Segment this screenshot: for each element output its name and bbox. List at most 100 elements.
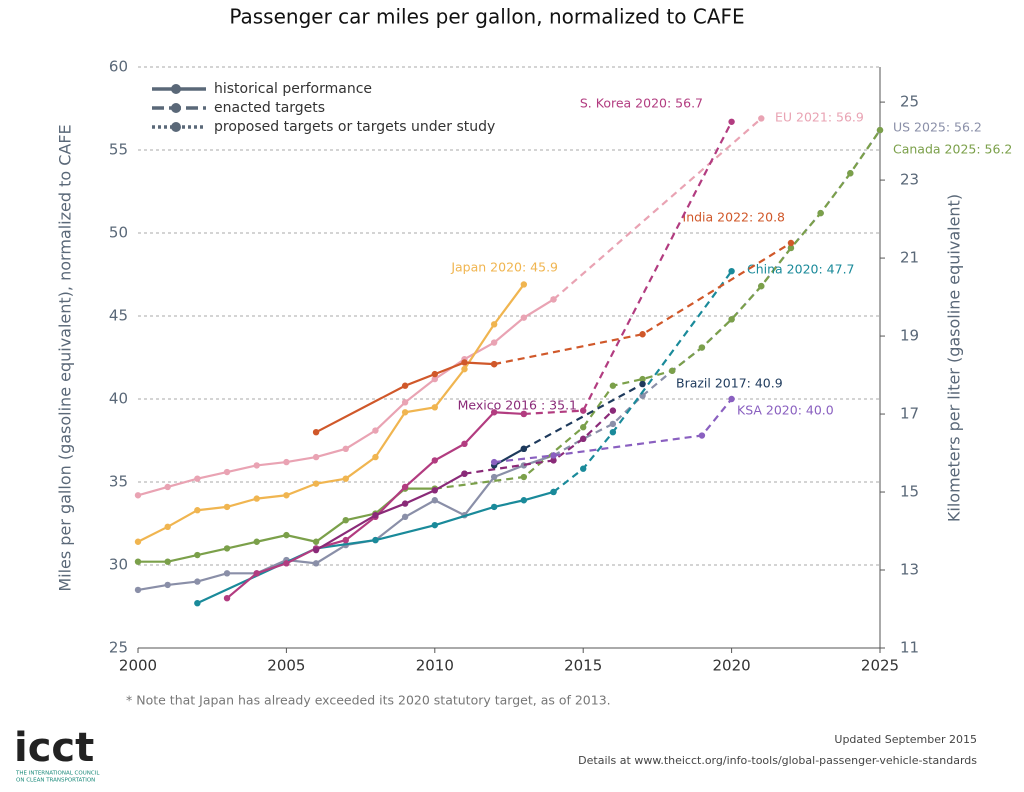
data-point: [639, 331, 646, 338]
data-point: [312, 538, 320, 545]
data-point: [817, 209, 824, 217]
data-point: [847, 170, 854, 177]
data-point: [728, 267, 735, 275]
series-annotation: S. Korea 2020: 56.7: [580, 96, 703, 111]
data-point: [401, 409, 409, 416]
data-point: [372, 453, 379, 461]
data-point: [461, 440, 468, 448]
data-point: [490, 321, 498, 328]
data-point: [580, 407, 587, 414]
x-tick-label: 2025: [861, 657, 899, 675]
series-annotation: Canada 2025: 56.2: [893, 142, 1012, 157]
series-line: [464, 409, 614, 475]
data-point: [253, 570, 260, 577]
data-point: [758, 282, 765, 290]
logo-subtitle: ON CLEAN TRANSPORTATION: [16, 778, 95, 784]
series-line: [315, 472, 466, 552]
data-point: [312, 480, 320, 487]
data-point: [194, 599, 201, 607]
y2-axis-label: Kilometers per liter (gasoline equivalen…: [945, 194, 964, 522]
legend-dot: [171, 103, 181, 113]
data-point: [401, 500, 409, 507]
logo-subtitle: THE INTERNATIONAL COUNCIL: [15, 771, 100, 777]
data-point: [372, 427, 379, 434]
data-point: [194, 475, 201, 482]
data-point: [550, 457, 557, 464]
data-point: [312, 429, 320, 436]
data-point: [787, 239, 795, 247]
data-point: [134, 492, 142, 499]
series-annotation: India 2022: 20.8: [683, 210, 786, 225]
y2-tick-label: 17: [900, 405, 919, 423]
data-point: [342, 536, 349, 544]
series-annotation: KSA 2020: 40.0: [737, 403, 834, 418]
data-point: [431, 487, 438, 494]
footnote: * Note that Japan has already exceeded i…: [126, 693, 611, 708]
data-point: [401, 483, 409, 491]
y-tick-label: 50: [109, 224, 128, 242]
series-line: [493, 242, 792, 366]
data-point: [520, 314, 528, 321]
data-point: [134, 558, 142, 565]
data-point: [431, 497, 438, 504]
y2-tick-label: 11: [900, 639, 919, 657]
data-point: [580, 424, 587, 431]
data-point: [223, 468, 231, 476]
data-point: [490, 360, 498, 368]
data-point: [876, 126, 884, 134]
y-tick-label: 25: [109, 639, 128, 657]
data-point: [431, 457, 438, 464]
data-point: [609, 420, 617, 428]
details: Details at www.theicct.org/info-tools/gl…: [578, 754, 977, 767]
y-tick-label: 40: [109, 390, 128, 408]
data-point: [431, 404, 438, 411]
data-point: [520, 281, 528, 288]
legend-label: proposed targets or targets under study: [214, 119, 495, 135]
y-tick-label: 30: [109, 556, 128, 574]
data-point: [342, 475, 349, 482]
legend-dot: [171, 84, 181, 94]
data-point: [253, 462, 260, 469]
series-annotation: US 2025: 56.2: [893, 120, 982, 135]
data-point: [164, 523, 171, 531]
data-point: [520, 410, 528, 418]
data-point: [223, 503, 231, 511]
data-point: [728, 316, 735, 323]
data-point: [223, 595, 231, 602]
data-point: [401, 513, 409, 521]
data-point: [639, 380, 646, 388]
data-point: [490, 409, 498, 416]
y-tick-label: 35: [109, 473, 128, 491]
data-point: [550, 488, 557, 496]
data-point: [580, 465, 587, 472]
y2-tick-label: 13: [900, 561, 919, 579]
data-point: [223, 545, 231, 552]
x-tick-label: 2000: [119, 657, 157, 675]
series-line: [226, 411, 524, 600]
series-annotation: Japan 2020: 45.9: [450, 260, 558, 275]
data-point: [698, 432, 706, 439]
data-point: [490, 473, 498, 481]
data-point: [609, 429, 617, 436]
legend-label: enacted targets: [214, 100, 325, 116]
data-point: [728, 395, 735, 403]
data-point: [490, 458, 498, 466]
data-point: [490, 339, 498, 346]
series-line: [434, 129, 881, 490]
updated: Updated September 2015: [834, 733, 977, 746]
data-point: [283, 560, 290, 567]
data-point: [401, 399, 409, 406]
legend-label: historical performance: [214, 81, 372, 97]
data-point: [194, 507, 201, 514]
data-point: [550, 296, 557, 303]
y-axis-label: Miles per gallon (gasoline equivalent), …: [56, 124, 75, 591]
data-point: [401, 382, 409, 389]
data-point: [342, 516, 349, 524]
series-line: [552, 117, 763, 301]
data-point: [164, 581, 171, 589]
data-point: [787, 244, 795, 252]
data-point: [580, 435, 587, 443]
data-point: [461, 365, 468, 373]
data-point: [461, 359, 468, 366]
